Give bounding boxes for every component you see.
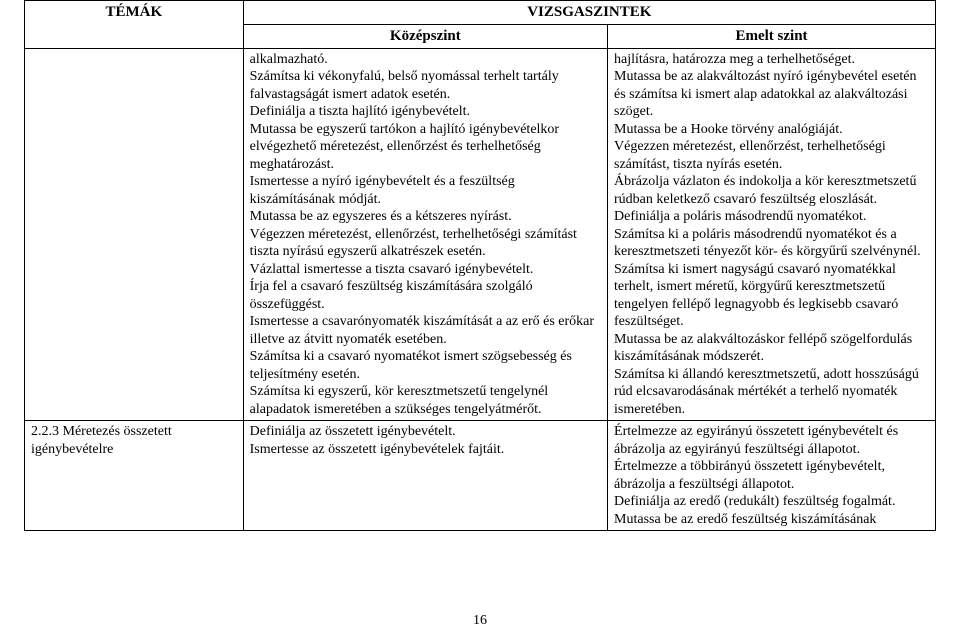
header-topics: TÉMÁK: [25, 1, 244, 49]
curriculum-table: TÉMÁK VIZSGASZINTEK Középszint Emelt szi…: [24, 0, 936, 531]
mid-level-cell: alkalmazható.Számítsa ki vékonyfalú, bel…: [243, 48, 607, 421]
topic-cell: 2.2.3 Méretezés összetett igénybevételre: [25, 421, 244, 531]
high-level-cell: Értelmezze az egyirányú összetett igényb…: [608, 421, 936, 531]
header-mid-level: Középszint: [243, 24, 607, 48]
mid-level-cell: Definiálja az összetett igénybevételt.Is…: [243, 421, 607, 531]
table-row: 2.2.3 Méretezés összetett igénybevételre…: [25, 421, 936, 531]
header-high-level: Emelt szint: [608, 24, 936, 48]
header-row-1: TÉMÁK VIZSGASZINTEK: [25, 1, 936, 25]
page: TÉMÁK VIZSGASZINTEK Középszint Emelt szi…: [0, 0, 960, 637]
header-exam-levels: VIZSGASZINTEK: [243, 1, 935, 25]
table-row: alkalmazható.Számítsa ki vékonyfalú, bel…: [25, 48, 936, 421]
page-number: 16: [0, 613, 960, 629]
topic-cell: [25, 48, 244, 421]
high-level-cell: hajlításra, határozza meg a terhelhetősé…: [608, 48, 936, 421]
